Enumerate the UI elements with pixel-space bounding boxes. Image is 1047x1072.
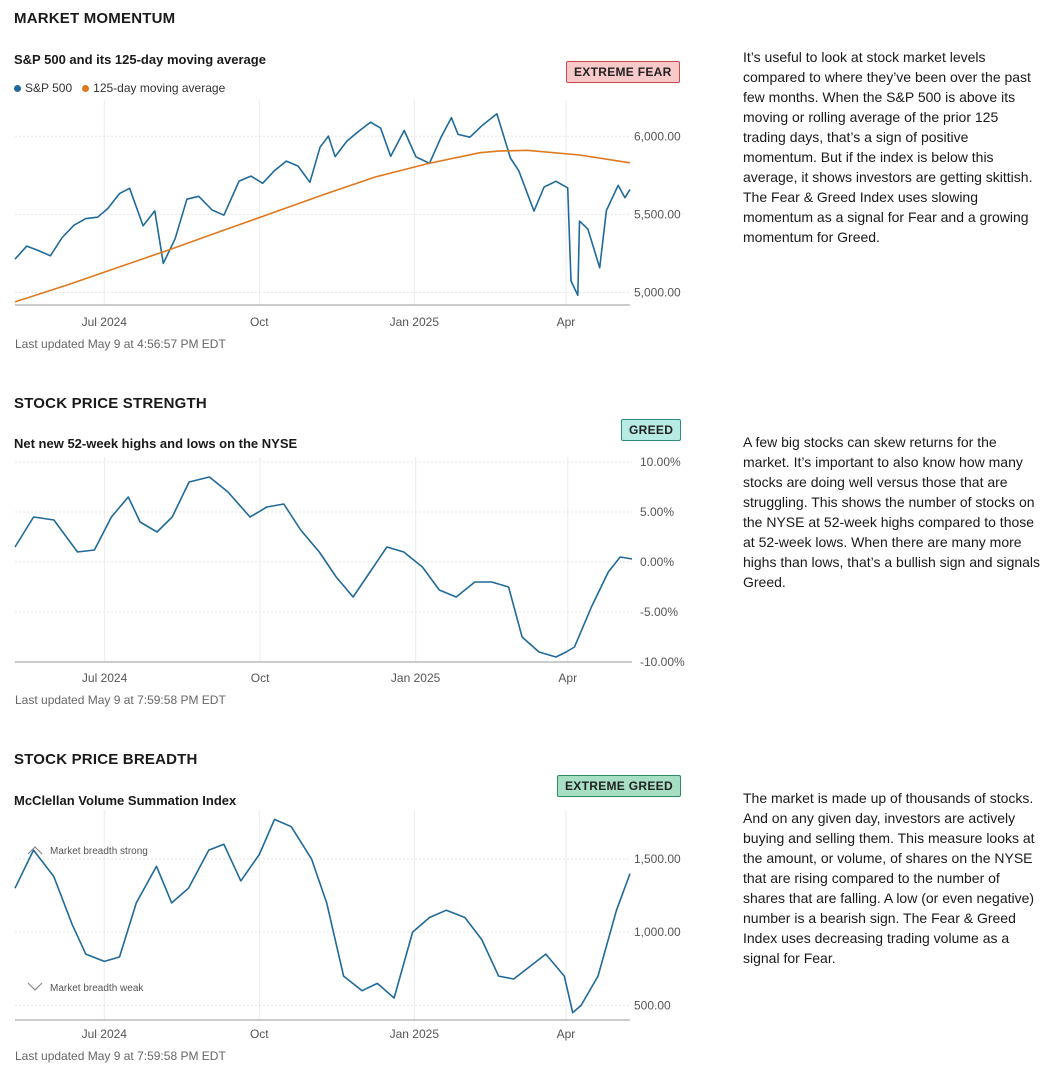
y-tick-label: -10.00% <box>640 655 685 669</box>
chart-legend: S&P 500 125-day moving average <box>14 81 225 95</box>
y-tick-label: 6,000.00 <box>634 129 681 143</box>
y-tick-label: 1,000.00 <box>634 925 681 939</box>
x-tick-label: Apr <box>558 671 577 685</box>
annotation-weak: Market breadth weak <box>27 982 144 994</box>
series-line-0 <box>14 818 631 1014</box>
x-tick-label: Oct <box>250 315 269 329</box>
section-description: The market is made up of thousands of st… <box>743 790 1035 966</box>
section-title: MARKET MOMENTUM <box>14 10 176 27</box>
x-tick-label: Jan 2025 <box>391 671 441 685</box>
chevron-down-icon <box>27 982 43 991</box>
x-tick-label: Jul 2024 <box>82 1027 128 1041</box>
x-tick-label: Jul 2024 <box>82 315 128 329</box>
last-updated: Last updated May 9 at 7:59:58 PM EDT <box>15 1049 226 1063</box>
x-tick-label: Apr <box>557 1027 576 1041</box>
y-tick-label: 5.00% <box>640 505 674 519</box>
section-description: A few big stocks can skew returns for th… <box>743 434 1041 590</box>
chart-subtitle: S&P 500 and its 125-day moving average <box>14 52 266 67</box>
y-tick-label: -5.00% <box>640 605 678 619</box>
breadth-chart: Jul 2024 Oct Jan 2025 Apr 1,500.00 1,000.00 50… <box>14 810 681 1041</box>
chart-subtitle: Net new 52-week highs and lows on the NY… <box>14 436 298 451</box>
last-updated: Last updated May 9 at 7:59:58 PM EDT <box>15 693 226 707</box>
y-tick-label: 5,500.00 <box>634 207 681 221</box>
annotation-label: Market breadth weak <box>50 983 144 994</box>
y-tick-label: 5,000.00 <box>634 286 681 300</box>
annotation-label: Market breadth strong <box>50 846 148 857</box>
status-badge: EXTREME GREED <box>557 775 681 797</box>
x-tick-label: Jan 2025 <box>390 315 440 329</box>
y-tick-label: 0.00% <box>640 555 674 569</box>
x-tick-label: Apr <box>557 315 576 329</box>
last-updated: Last updated May 9 at 4:56:57 PM EDT <box>15 337 226 351</box>
chevron-up-icon <box>27 846 43 855</box>
legend-label: S&P 500 <box>25 81 73 95</box>
x-tick-label: Oct <box>251 671 270 685</box>
x-tick-label: Jul 2024 <box>82 671 128 685</box>
series-line-1 <box>14 149 631 303</box>
annotation-strong: Market breadth strong <box>27 846 148 857</box>
y-tick-label: 1,500.00 <box>634 852 681 866</box>
legend-label: 125-day moving average <box>93 81 226 95</box>
strength-chart: Jul 2024 Oct Jan 2025 Apr 10.00% 5.00% 0.00% -5… <box>14 455 685 685</box>
legend-item-spx: S&P 500 <box>14 81 72 95</box>
y-tick-label: 10.00% <box>640 455 681 469</box>
momentum-chart: Jul 2024 Oct Jan 2025 Apr 6,000.00 5,500.00 5,… <box>14 100 681 329</box>
x-tick-label: Jan 2025 <box>390 1027 440 1041</box>
series-line-0 <box>14 113 631 297</box>
status-badge: GREED <box>621 419 682 441</box>
section-description: It’s useful to look at stock market leve… <box>743 49 1033 245</box>
market-momentum-section: MARKET MOMENTUM S&P 500 and its 125-day … <box>0 0 1047 360</box>
series-line-0 <box>14 476 633 658</box>
stock-price-strength-section: STOCK PRICE STRENGTH Net new 52-week hig… <box>14 395 1041 707</box>
section-title: STOCK PRICE STRENGTH <box>14 395 207 412</box>
x-tick-label: Oct <box>250 1027 269 1041</box>
legend-item-ma: 125-day moving average <box>82 81 225 95</box>
chart-subtitle: McClellan Volume Summation Index <box>14 793 237 808</box>
y-tick-label: 500.00 <box>634 998 671 1012</box>
status-badge: EXTREME FEAR <box>566 61 680 83</box>
section-title: STOCK PRICE BREADTH <box>14 751 198 768</box>
